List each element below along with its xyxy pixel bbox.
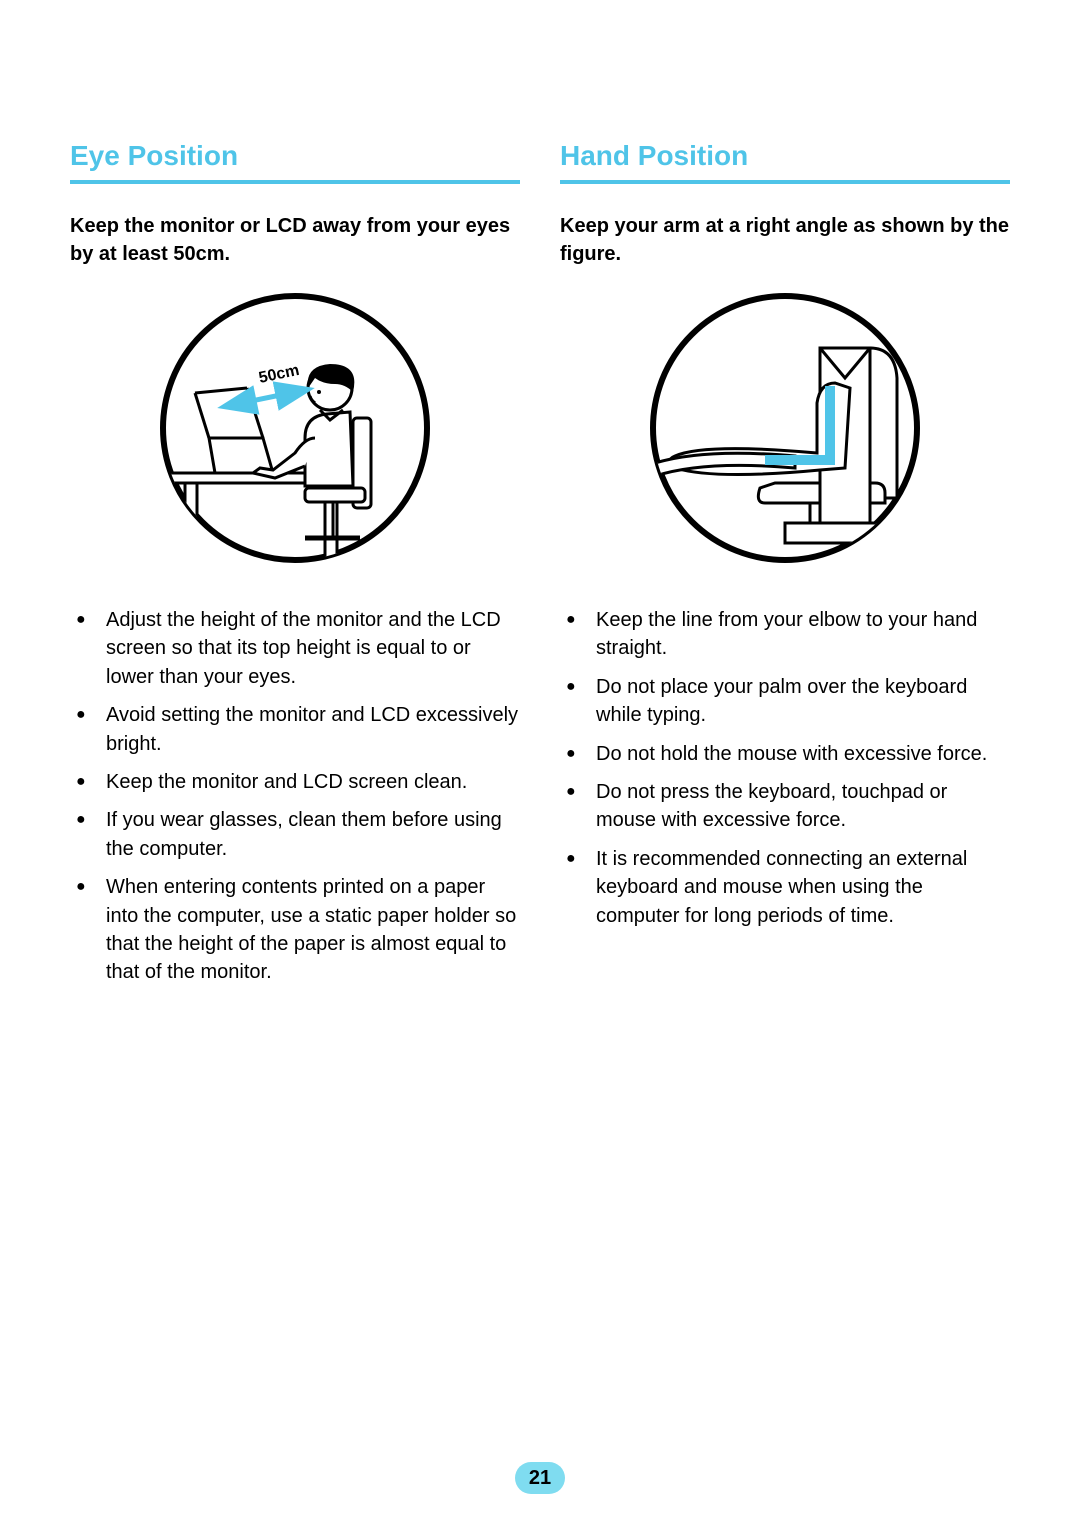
two-column-layout: Eye Position Keep the monitor or LCD awa…: [70, 140, 1010, 997]
eye-position-section: Eye Position Keep the monitor or LCD awa…: [70, 140, 520, 997]
list-item: Avoid setting the monitor and LCD excess…: [70, 701, 520, 758]
list-item: It is recommended connecting an external…: [560, 845, 1010, 930]
list-item: When entering contents printed on a pape…: [70, 873, 520, 987]
eye-bullet-list: Adjust the height of the monitor and the…: [70, 606, 520, 987]
hand-intro-text: Keep your arm at a right angle as shown …: [560, 212, 1010, 268]
eye-position-figure: 50cm: [70, 288, 520, 568]
page-number-container: 21: [0, 1462, 1080, 1494]
page-number-badge: 21: [515, 1462, 565, 1494]
section-title-eye: Eye Position: [70, 140, 520, 172]
hand-bullet-list: Keep the line from your elbow to your ha…: [560, 606, 1010, 930]
list-item: Keep the monitor and LCD screen clean.: [70, 768, 520, 796]
list-item: Do not hold the mouse with excessive for…: [560, 740, 1010, 768]
hand-position-illustration: [645, 288, 925, 568]
eye-intro-text: Keep the monitor or LCD away from your e…: [70, 212, 520, 268]
hand-position-section: Hand Position Keep your arm at a right a…: [560, 140, 1010, 997]
manual-page: Eye Position Keep the monitor or LCD awa…: [0, 0, 1080, 1532]
list-item: Do not place your palm over the keyboard…: [560, 673, 1010, 730]
list-item: Keep the line from your elbow to your ha…: [560, 606, 1010, 663]
list-item: Adjust the height of the monitor and the…: [70, 606, 520, 691]
section-rule: [560, 180, 1010, 184]
list-item: If you wear glasses, clean them before u…: [70, 806, 520, 863]
section-title-hand: Hand Position: [560, 140, 1010, 172]
eye-position-illustration: 50cm: [155, 288, 435, 568]
section-rule: [70, 180, 520, 184]
hand-position-figure: [560, 288, 1010, 568]
list-item: Do not press the keyboard, touchpad or m…: [560, 778, 1010, 835]
